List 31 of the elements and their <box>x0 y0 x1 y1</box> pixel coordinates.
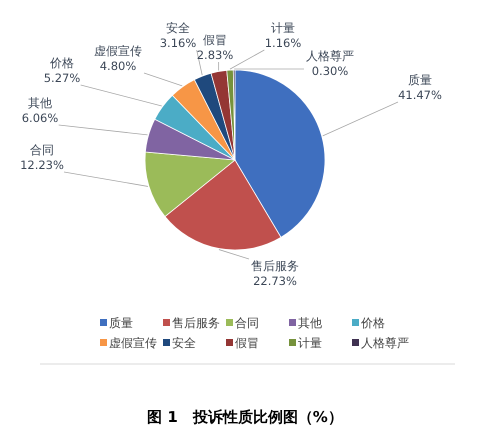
slice-label: 虚假宣传 <box>94 44 142 58</box>
data-label: 3.16% <box>160 36 196 50</box>
data-label: 2.83% <box>196 48 234 62</box>
data-label: 0.30% <box>312 64 348 78</box>
slice-label: 其他 <box>28 96 52 110</box>
data-label: 5.27% <box>44 71 80 85</box>
slice-label: 假冒 <box>203 33 227 47</box>
slice-label: 计量 <box>271 21 295 35</box>
data-label: 41.47% <box>398 88 442 102</box>
legend-label: 安全 <box>172 336 196 350</box>
slice-label: 价格 <box>49 56 74 70</box>
legend-label: 计量 <box>298 336 322 350</box>
data-label: 1.16% <box>264 36 302 50</box>
legend-label: 合同 <box>235 316 259 330</box>
legend-label: 虚假宣传 <box>109 336 157 350</box>
slice-label: 安全 <box>166 21 190 35</box>
slice-label: 人格尊严 <box>306 49 354 63</box>
slice-label: 售后服务 <box>251 259 299 273</box>
legend-label: 价格 <box>360 316 385 330</box>
data-label: 12.23% <box>20 158 64 172</box>
slice-label: 合同 <box>30 143 54 157</box>
legend-label: 假冒 <box>235 336 259 350</box>
text: 图 1 投诉性质比例图（%） <box>147 408 343 426</box>
legend-label: 其他 <box>298 316 322 330</box>
legend-label: 人格尊严 <box>361 336 409 350</box>
data-label: 22.73% <box>253 274 297 288</box>
data-label: 6.06% <box>22 111 58 125</box>
legend-label: 售后服务 <box>172 316 220 330</box>
slice-label: 质量 <box>408 73 432 87</box>
legend-label: 质量 <box>109 316 133 330</box>
data-label: 4.80% <box>100 59 136 73</box>
